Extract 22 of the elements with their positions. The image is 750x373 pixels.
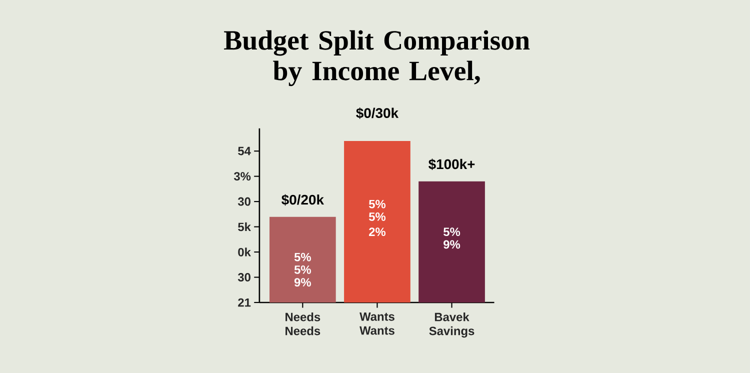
x-tick-label: Needs Needs: [286, 312, 320, 336]
annotation: 5%: [294, 265, 311, 274]
text: $0/30k: [356, 107, 399, 119]
x-tick-label: Wants Wants: [360, 312, 394, 335]
text: 0k: [238, 248, 251, 256]
annotation: 2%: [369, 228, 386, 236]
text: 5k: [238, 222, 251, 232]
text: 3%: [234, 172, 251, 180]
annotation: 5%: [368, 212, 386, 221]
text: 30: [238, 197, 250, 206]
text: 21: [238, 298, 251, 307]
annotation: 5%: [294, 252, 311, 262]
chart-title: Budget Split Comparison by Income Level,: [224, 30, 530, 86]
annotation: 5%: [444, 228, 460, 236]
x-tick-label: Bavek Savings: [429, 312, 474, 338]
annotation: $0/20k: [282, 194, 324, 206]
annotation: 9%: [294, 278, 311, 286]
text: 54: [238, 146, 251, 156]
annotation: 5%: [368, 200, 386, 208]
text: 30: [238, 272, 250, 282]
annotation: 9%: [444, 240, 460, 249]
annotation: $100k+: [428, 158, 475, 170]
